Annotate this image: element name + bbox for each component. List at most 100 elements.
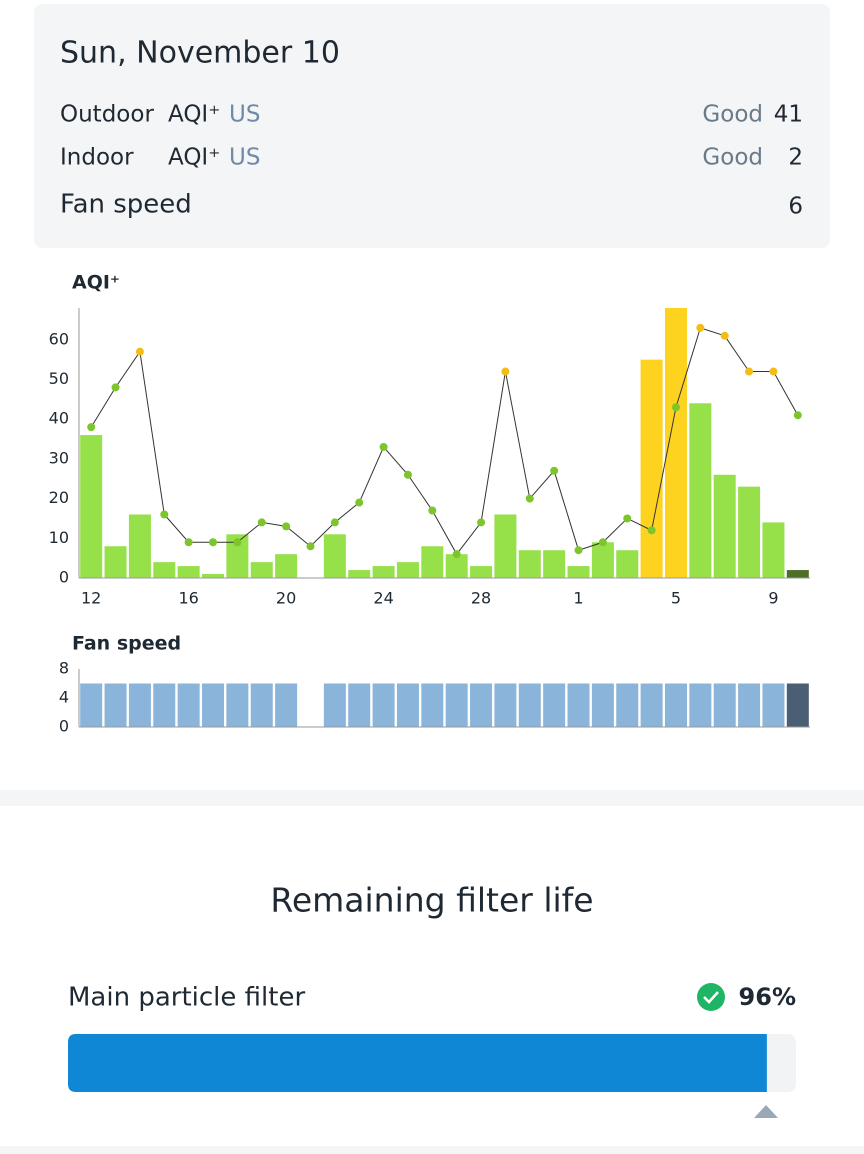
bar — [543, 550, 566, 578]
bar — [104, 546, 127, 578]
bar — [518, 683, 541, 727]
point — [477, 518, 486, 527]
y-tick-label: 4 — [59, 688, 69, 707]
bar — [104, 683, 127, 727]
x-tick-label: 20 — [276, 589, 296, 608]
x-tick-label: 5 — [671, 589, 681, 608]
bar — [689, 683, 712, 727]
point — [111, 383, 120, 392]
date: Sun, November 10 — [60, 36, 340, 71]
summary-card — [34, 4, 830, 248]
bar — [348, 570, 371, 578]
bar — [275, 683, 298, 727]
row-status: Good — [702, 145, 763, 171]
y-tick-label: 0 — [59, 717, 69, 736]
filter-percent: 96% — [739, 983, 796, 1011]
x-tick-label: 9 — [768, 589, 778, 608]
row-value: 41 — [774, 102, 803, 128]
bar — [518, 550, 541, 578]
point — [452, 550, 461, 559]
point — [184, 538, 193, 547]
bar — [348, 683, 371, 727]
bar — [494, 514, 517, 578]
fan-label: Fan speed — [60, 190, 192, 220]
bar — [396, 683, 419, 727]
bar — [567, 683, 590, 727]
point — [233, 538, 242, 547]
bar — [470, 566, 493, 578]
y-tick-label: 0 — [59, 568, 69, 587]
point — [379, 442, 388, 451]
point — [696, 323, 705, 332]
bar — [689, 403, 712, 578]
bar — [323, 534, 346, 578]
bar — [128, 683, 151, 727]
point — [87, 423, 96, 432]
point — [501, 367, 510, 376]
filter-title: Remaining filter life — [270, 881, 593, 920]
point — [428, 506, 437, 515]
bar — [323, 683, 346, 727]
point — [160, 510, 169, 519]
point — [793, 411, 802, 420]
separator — [0, 790, 864, 806]
point — [745, 367, 754, 376]
point — [647, 526, 656, 535]
bar — [250, 683, 273, 727]
bar — [445, 683, 468, 727]
bar — [664, 683, 687, 727]
bar — [226, 683, 249, 727]
y-tick-label: 30 — [49, 448, 69, 467]
row-metric: AQI⁺ — [168, 145, 220, 171]
bar — [738, 486, 761, 578]
bar — [591, 683, 614, 727]
bar — [713, 474, 736, 578]
bar — [567, 566, 590, 578]
bar — [372, 683, 395, 727]
point — [623, 514, 632, 523]
row-label: Outdoor — [60, 102, 154, 128]
y-tick-label: 20 — [49, 488, 69, 507]
row-unit: US — [229, 145, 260, 171]
x-tick-label: 24 — [373, 589, 393, 608]
bar — [202, 683, 225, 727]
point — [403, 470, 412, 479]
x-tick-label: 28 — [471, 589, 491, 608]
x-tick-label: 16 — [178, 589, 198, 608]
filter-name: Main particle filter — [68, 983, 305, 1013]
point — [257, 518, 266, 527]
y-tick-label: 60 — [49, 329, 69, 348]
bar — [275, 554, 298, 578]
bar — [591, 542, 614, 578]
row-label: Indoor — [60, 145, 134, 171]
point — [282, 522, 291, 531]
bar — [543, 683, 566, 727]
bar — [80, 435, 103, 578]
bar — [616, 683, 639, 727]
point — [209, 538, 218, 547]
bar — [738, 683, 761, 727]
bar — [177, 683, 200, 727]
bar — [664, 308, 687, 578]
point — [135, 347, 144, 356]
bar — [762, 683, 785, 727]
bar — [470, 683, 493, 727]
point — [355, 498, 364, 507]
progress-fill — [68, 1034, 767, 1092]
bar — [421, 683, 444, 727]
check-mark — [703, 991, 719, 1004]
y-tick-label: 10 — [49, 528, 69, 547]
x-tick-label: 1 — [573, 589, 583, 608]
bar — [616, 550, 639, 578]
point — [769, 367, 778, 376]
y-tick-label: 8 — [59, 659, 69, 678]
bar — [153, 562, 176, 578]
chart-title: Fan speed — [72, 633, 181, 655]
point — [671, 403, 680, 412]
bar — [421, 546, 444, 578]
point — [598, 538, 607, 547]
point — [306, 542, 315, 551]
bar — [177, 566, 200, 578]
bar — [494, 683, 517, 727]
